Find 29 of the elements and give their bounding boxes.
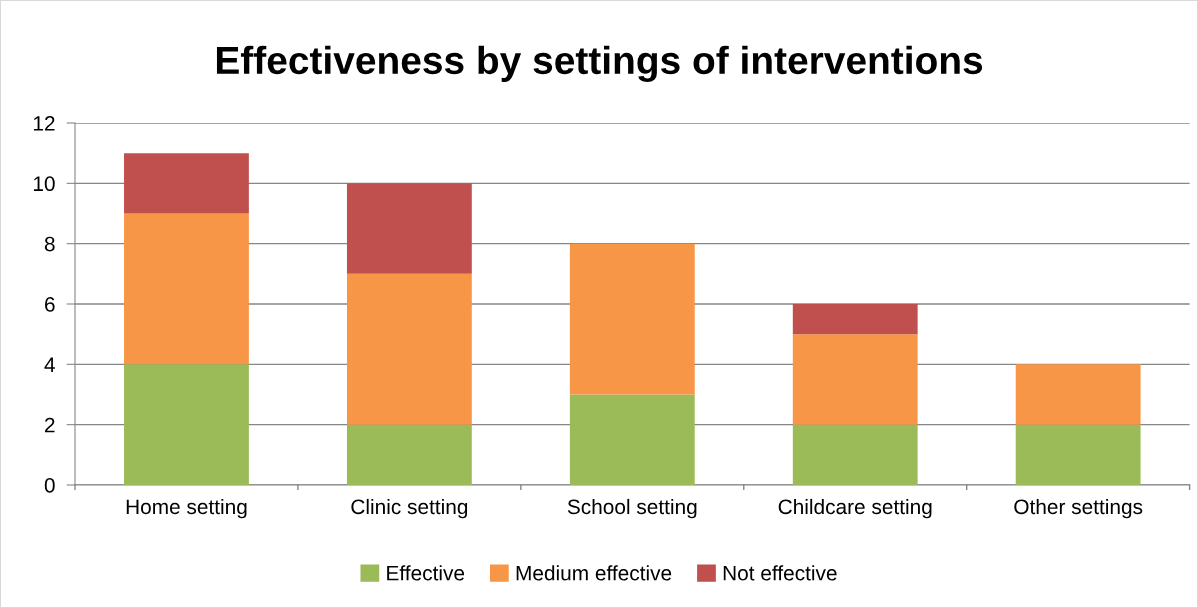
legend-label: Not effective [723,565,837,581]
bar [792,304,918,335]
x-tick-label: Other settings [1014,498,1143,519]
bar [569,243,695,395]
bar [792,334,918,425]
chart-title: Effectiveness by settings of interventions [216,45,983,83]
y-tick-label: 6 [45,297,55,312]
y-tick-label: 0 [44,478,55,493]
bar [346,273,472,425]
y-tick-label: 10 [33,176,55,192]
x-tick-label: Clinic setting [351,498,468,519]
bar [569,394,695,485]
bar [124,364,249,485]
bar [346,424,472,485]
x-tick-label: Home setting [126,498,247,519]
bar [124,213,249,365]
bar [1015,364,1141,425]
y-tick-label: 4 [44,357,55,372]
x-tick-label: Childcare setting [778,498,932,519]
legend-label: Medium effective [516,565,672,581]
bar [124,153,249,214]
bar [1015,424,1141,485]
y-tick-label: 8 [44,236,55,252]
y-tick-label: 12 [33,116,55,131]
legend-label: Effective [387,565,465,581]
y-tick-label: 2 [45,417,55,433]
bar [346,183,472,274]
bar [792,424,918,485]
x-tick-label: School setting [567,498,697,519]
